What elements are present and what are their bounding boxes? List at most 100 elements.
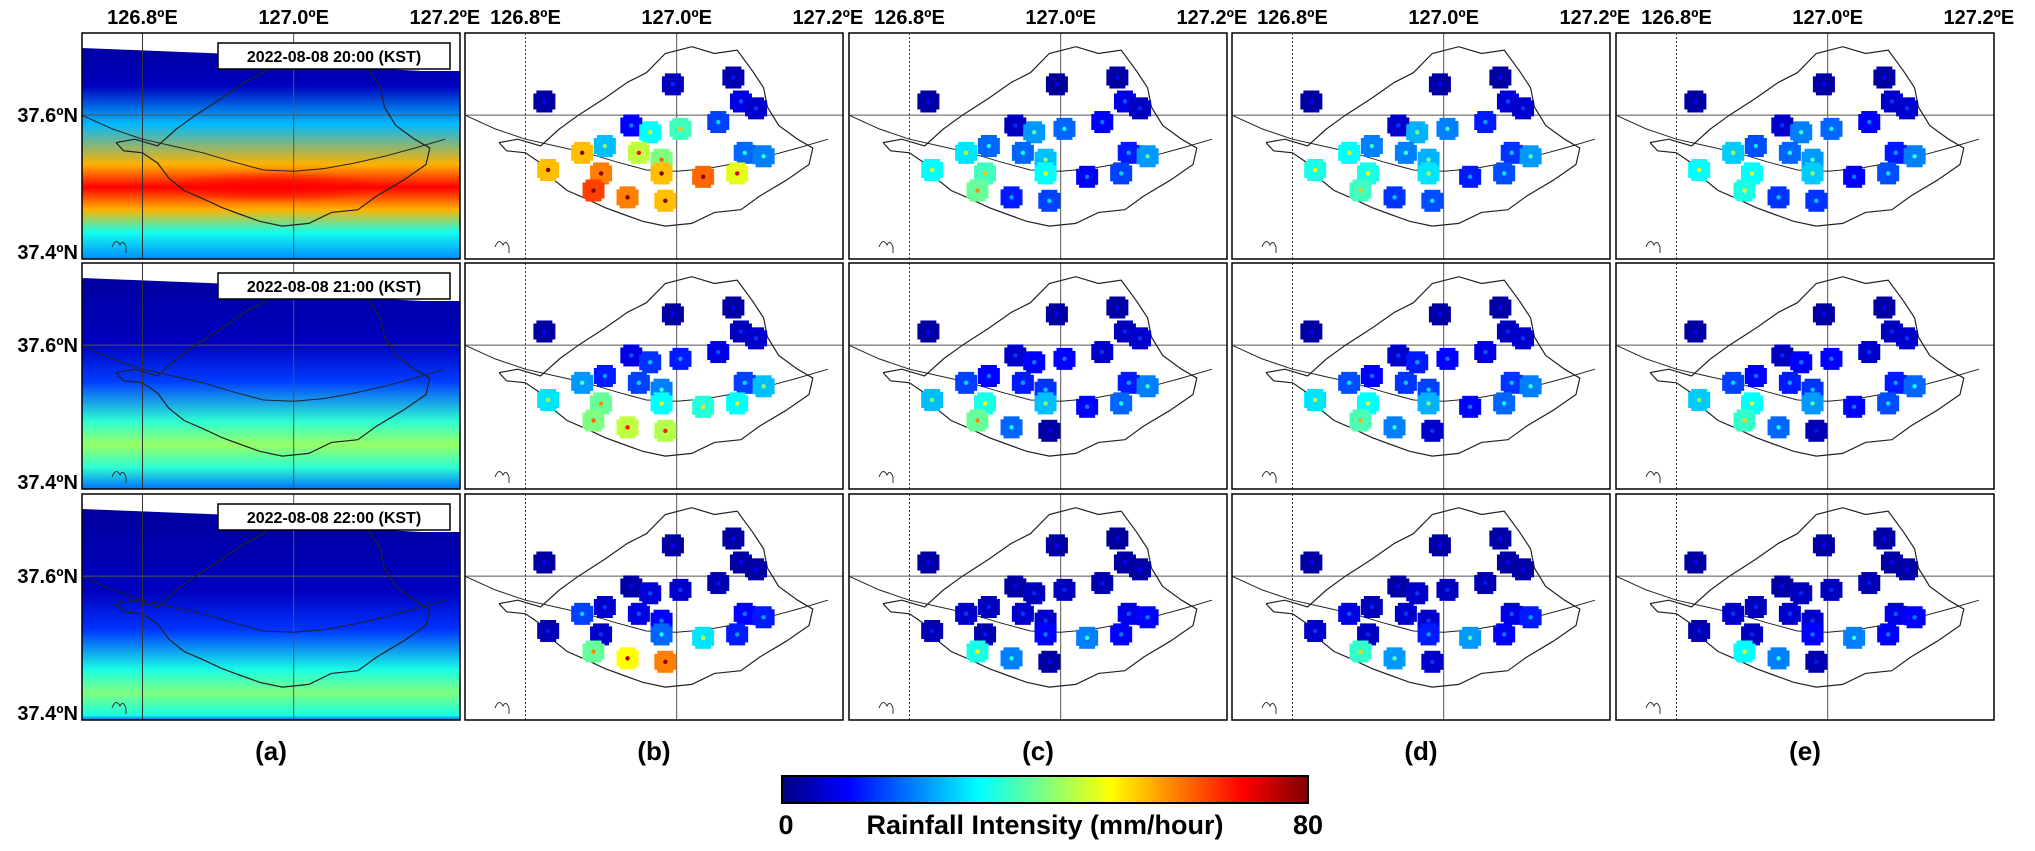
station-rainfall-cell	[966, 409, 989, 432]
station-point	[602, 604, 608, 610]
station-point	[542, 329, 547, 334]
map-panel: 2022-08-08 21:00 (KST)	[81, 262, 461, 490]
station-rainfall-cell	[1300, 320, 1323, 343]
station-rainfall-cell	[726, 162, 749, 185]
station-point	[1346, 150, 1352, 156]
station-point	[1415, 130, 1420, 135]
station-rainfall-cell	[1744, 135, 1767, 157]
station-rainfall-cell	[533, 90, 556, 113]
station-rainfall-cell	[1034, 392, 1057, 415]
river-line	[82, 575, 446, 633]
station-point	[1118, 171, 1124, 176]
station-point	[929, 167, 935, 173]
station-point	[1043, 171, 1048, 176]
station-rainfall-cell	[1489, 296, 1512, 319]
station-point	[1396, 123, 1401, 128]
station-rainfall-cell	[1801, 162, 1824, 185]
station-rainfall-cell	[1873, 66, 1896, 89]
lon-tick-label: 127.0ºE	[1025, 7, 1096, 29]
station-rainfall-cell	[1771, 344, 1794, 367]
station-point	[1403, 611, 1409, 617]
station-rainfall-cell	[620, 114, 643, 137]
map-panel: 2022-08-08 22:00 (KST)	[81, 493, 461, 721]
station-rainfall-cell	[1512, 558, 1535, 581]
station-point	[1810, 171, 1815, 176]
station-point	[742, 611, 747, 617]
station-point	[1749, 632, 1755, 637]
map-panel	[464, 32, 844, 260]
station-rainfall-cell	[752, 145, 775, 168]
station-rainfall-cell	[1110, 623, 1133, 646]
station-rainfall-cell	[582, 409, 605, 432]
timestamp-text: 2022-08-08 21:00 (KST)	[247, 279, 421, 296]
station-point	[678, 126, 683, 132]
station-rainfall-cell	[593, 596, 616, 618]
station-rainfall-cell	[1519, 606, 1542, 629]
station-rainfall-cell	[1843, 626, 1866, 649]
station-point	[545, 167, 551, 173]
station-point	[1358, 418, 1363, 423]
station-rainfall-cell	[1884, 141, 1907, 164]
lat-tick-label: 37.6ºN	[17, 335, 78, 357]
lat-tick-label: 37.4ºN	[17, 703, 78, 725]
station-rainfall-cell	[1790, 121, 1813, 144]
station-point	[1821, 312, 1827, 317]
island-outline	[111, 471, 127, 483]
station-rainfall-cell	[1117, 371, 1140, 394]
station-point	[1749, 401, 1755, 406]
station-point	[731, 536, 736, 541]
station-rainfall-cell	[1394, 141, 1417, 164]
timestamp-text: 2022-08-08 20:00 (KST)	[247, 49, 421, 66]
seoul-boundary	[498, 507, 814, 688]
graticule	[849, 263, 1227, 489]
station-rainfall-cell	[1360, 135, 1383, 157]
station-rainfall-cell	[1684, 320, 1707, 343]
station-point	[926, 560, 931, 565]
station-rainfall-cell	[1000, 186, 1023, 209]
station-point	[591, 188, 596, 193]
station-rainfall-cell	[1360, 365, 1383, 387]
station-rainfall-cell	[661, 73, 684, 96]
station-point	[1520, 336, 1526, 341]
station-point	[1851, 635, 1857, 641]
station-rainfall-cell	[1106, 527, 1129, 550]
station-rainfall-cell	[1004, 114, 1027, 137]
station-point	[1693, 329, 1698, 334]
station-rainfall-cell	[1076, 395, 1099, 418]
station-rainfall-cell	[974, 162, 997, 185]
station-rainfall-cell	[1091, 111, 1114, 134]
station-point	[1137, 106, 1143, 111]
station-point	[1882, 305, 1887, 310]
lon-tick-label: 127.0ºE	[1792, 7, 1863, 29]
station-rainfall-cell	[593, 135, 616, 157]
station-rainfall-cell	[745, 97, 768, 120]
station-point	[982, 632, 988, 637]
lon-tick-label: 127.0ºE	[1408, 7, 1479, 29]
station-rainfall-cell	[921, 158, 944, 181]
station-rainfall-cell	[1519, 375, 1542, 398]
station-point	[1084, 174, 1090, 180]
seoul-boundary	[1649, 507, 1965, 688]
station-point	[1498, 536, 1503, 541]
panel-letter: (a)	[255, 736, 287, 766]
station-point	[659, 171, 664, 176]
station-rainfall-cell	[1688, 619, 1711, 642]
station-rainfall-cell	[1394, 602, 1417, 625]
station-point	[926, 99, 931, 104]
station-point	[1115, 75, 1120, 80]
lat-tick-label: 37.4ºN	[17, 472, 78, 494]
station-rainfall-cell	[1512, 97, 1535, 120]
station-rainfall-cell	[1038, 419, 1061, 442]
station-point	[1799, 360, 1804, 365]
station-point	[1776, 195, 1781, 200]
station-rainfall-cell	[639, 351, 662, 374]
station-rainfall-cell	[1778, 602, 1801, 625]
station-rainfall-cell	[1778, 141, 1801, 164]
station-rainfall-cell	[582, 640, 605, 663]
station-rainfall-cell	[654, 650, 677, 673]
station-rainfall-cell	[1136, 375, 1159, 398]
station-rainfall-cell	[1357, 392, 1380, 415]
station-rainfall-cell	[616, 186, 639, 209]
station-rainfall-cell	[1053, 578, 1076, 601]
station-rainfall-cell	[726, 392, 749, 415]
